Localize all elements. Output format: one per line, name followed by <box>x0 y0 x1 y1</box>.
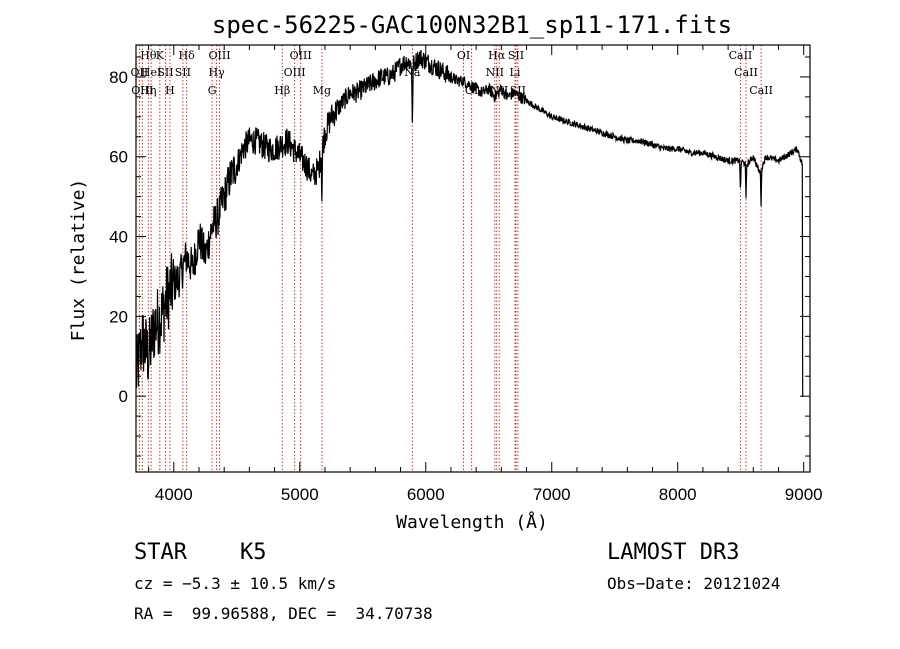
x-axis: 4000 5000 6000 7000 8000 9000 <box>148 45 823 504</box>
y-tick-label: 80 <box>109 68 128 87</box>
reference-line-label: Li <box>510 66 521 79</box>
x-tick-label: 4000 <box>155 485 193 504</box>
reference-line-label: CaII <box>749 84 773 97</box>
reference-line-label: OII <box>131 66 149 79</box>
x-tick-label: 9000 <box>785 485 823 504</box>
y-tick-label: 0 <box>119 387 128 406</box>
reference-line-label: Hα <box>488 49 506 62</box>
spectrum-series-line <box>135 49 804 397</box>
reference-line-label: OIII <box>208 49 230 62</box>
reference-line-label: Mg <box>313 84 331 97</box>
reference-line-label: Hη <box>140 84 156 97</box>
x-tick-label: 7000 <box>533 485 571 504</box>
reference-line-label: OIII <box>284 66 306 79</box>
reference-line-label: Hδ <box>179 49 196 62</box>
reference-line-label: Hθ <box>140 49 157 62</box>
reference-line-label: NII <box>486 66 504 79</box>
x-axis-label: Wavelength (Å) <box>396 511 548 533</box>
reference-line-label: H <box>165 84 175 97</box>
reference-line-label: G <box>208 84 217 97</box>
reference-line-label: CaII <box>734 66 758 79</box>
plot-frame <box>135 44 811 473</box>
chart-title: spec-56225-GAC100N32B1_sp11-171.fits <box>212 11 732 39</box>
reference-line-label: Hβ <box>274 84 290 97</box>
reference-line-label: K <box>156 49 165 62</box>
y-axis-label: Flux (relative) <box>68 179 89 342</box>
reference-lines <box>138 45 762 472</box>
y-tick-label: 20 <box>109 307 128 326</box>
survey-name: LAMOST DR3 <box>607 540 740 565</box>
y-tick-label: 40 <box>109 228 128 247</box>
reference-line-label: Hγ <box>209 66 226 79</box>
reference-line-label: SII <box>157 66 173 79</box>
y-tick-label: 60 <box>109 148 128 167</box>
x-tick-label: 8000 <box>659 485 697 504</box>
coordinates: RA = 99.96588, DEC = 34.70738 <box>134 604 433 623</box>
reference-line-label: CaII <box>729 49 753 62</box>
reference-line-label: HeI <box>141 66 161 79</box>
y-axis: 0 20 40 60 80 <box>109 56 810 457</box>
observation-date: Obs−Date: 20121024 <box>607 574 781 593</box>
object-class: STAR K5 <box>134 540 267 565</box>
reference-line-label: OI <box>457 49 470 62</box>
x-tick-label: 5000 <box>281 485 319 504</box>
redshift-velocity: cz = −5.3 ± 10.5 km/s <box>134 574 337 593</box>
reference-line-label: OIII <box>131 84 153 97</box>
reference-line-label: OIII <box>290 49 312 62</box>
x-tick-label: 6000 <box>407 485 445 504</box>
reference-line-label: SII <box>508 49 524 62</box>
reference-line-label: SII <box>175 66 191 79</box>
